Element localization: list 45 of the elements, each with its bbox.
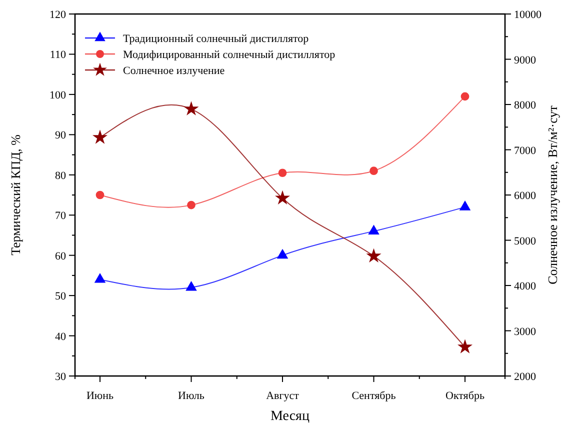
y2-tick-label: 8000 xyxy=(514,100,536,112)
y-tick-label: 30 xyxy=(55,371,66,383)
y-tick-label: 90 xyxy=(55,130,66,142)
x-tick-label: Август xyxy=(266,390,300,402)
point xyxy=(368,224,380,234)
x-tick-label: Сентябрь xyxy=(352,390,396,402)
y2-axis-title: Солнечное излучение, Вт/м²·сут xyxy=(545,105,560,284)
y-tick-label: 110 xyxy=(50,49,66,62)
y-axis-title: Термический КПД, % xyxy=(8,134,23,256)
point xyxy=(274,190,290,205)
y-tick-label: 40 xyxy=(55,330,66,343)
y-tick-label: 60 xyxy=(55,250,66,262)
y2-tick-label: 4000 xyxy=(514,280,536,292)
y2-tick-label: 6000 xyxy=(514,190,536,202)
y-tick-label: 80 xyxy=(55,170,66,182)
y-tick-label: 70 xyxy=(55,210,66,222)
y2-tick-label: 7000 xyxy=(514,144,536,157)
legend-label: Солнечное излучение xyxy=(123,65,225,77)
point xyxy=(184,101,199,116)
y-tick-label: 120 xyxy=(50,9,66,21)
y2-tick-label: 5000 xyxy=(514,235,536,248)
point xyxy=(459,200,471,210)
x-tick-label: Октябрь xyxy=(446,390,484,402)
x-tick-label: Июнь xyxy=(86,390,114,402)
point xyxy=(276,248,288,259)
y-tick-label: 50 xyxy=(55,290,66,303)
point xyxy=(457,339,473,354)
point xyxy=(366,248,382,262)
y2-tick-label: 10000 xyxy=(514,9,542,21)
point xyxy=(92,130,108,144)
x-tick-label: Июль xyxy=(178,390,204,402)
point xyxy=(94,272,106,283)
y2-tick-label: 3000 xyxy=(514,326,536,338)
point xyxy=(460,92,470,101)
point xyxy=(96,190,104,200)
x-axis-title: Месяц xyxy=(270,409,310,424)
legend-label: Модифицированный солнечный дистиллятор xyxy=(123,49,336,61)
point xyxy=(187,200,196,210)
point xyxy=(186,281,197,291)
y-tick-label: 100 xyxy=(50,89,66,102)
point xyxy=(370,166,378,176)
y2-tick-label: 2000 xyxy=(514,371,536,383)
y2-tick-label: 9000 xyxy=(514,54,536,66)
legend-label: Традиционный солнечный дистиллятор xyxy=(123,33,310,45)
point xyxy=(278,168,287,178)
